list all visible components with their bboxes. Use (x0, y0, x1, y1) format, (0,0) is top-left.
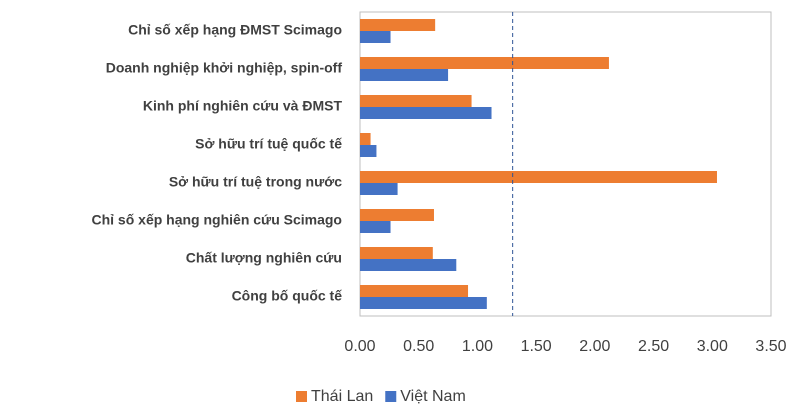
bar (360, 107, 492, 119)
x-tick-label: 3.50 (755, 338, 786, 355)
category-label: Chất lượng nghiên cứu (186, 250, 342, 266)
plot-area (359, 11, 772, 317)
bar (360, 297, 487, 309)
category-label: Doanh nghiệp khởi nghiệp, spin-off (106, 60, 343, 76)
x-tick-label: 0.00 (344, 338, 375, 355)
bar (360, 183, 398, 195)
x-tick-label: 1.00 (462, 338, 493, 355)
legend-label: Việt Nam (400, 388, 466, 404)
bar (360, 285, 469, 297)
category-label: Công bố quốc tế (232, 288, 343, 304)
x-tick-label: 0.50 (403, 338, 434, 355)
bar (360, 19, 436, 31)
legend-swatch (385, 391, 397, 402)
bar (360, 69, 449, 81)
bar (360, 145, 377, 157)
bar (360, 133, 371, 145)
bar (360, 57, 609, 69)
bar (360, 209, 434, 221)
category-label: Chỉ số xếp hạng nghiên cứu Scimago (91, 212, 342, 228)
x-tick-label: 1.50 (521, 338, 552, 355)
x-tick-label: 2.50 (638, 338, 669, 355)
x-tick-label: 3.00 (697, 338, 728, 355)
category-label: Sở hữu trí tuệ trong nước (169, 174, 342, 190)
category-label: Sở hữu trí tuệ quốc tế (195, 136, 342, 152)
bar (360, 31, 391, 43)
category-label: Kinh phí nghiên cứu và ĐMST (143, 98, 343, 114)
legend-label: Thái Lan (311, 388, 373, 404)
bar (360, 221, 391, 233)
bar (360, 259, 457, 271)
x-tick-label: 2.00 (579, 338, 610, 355)
category-label: Chỉ số xếp hạng ĐMST Scimago (128, 22, 342, 38)
bar (360, 171, 717, 183)
bar (360, 95, 472, 107)
bar (360, 247, 433, 259)
legend-swatch (296, 391, 307, 402)
